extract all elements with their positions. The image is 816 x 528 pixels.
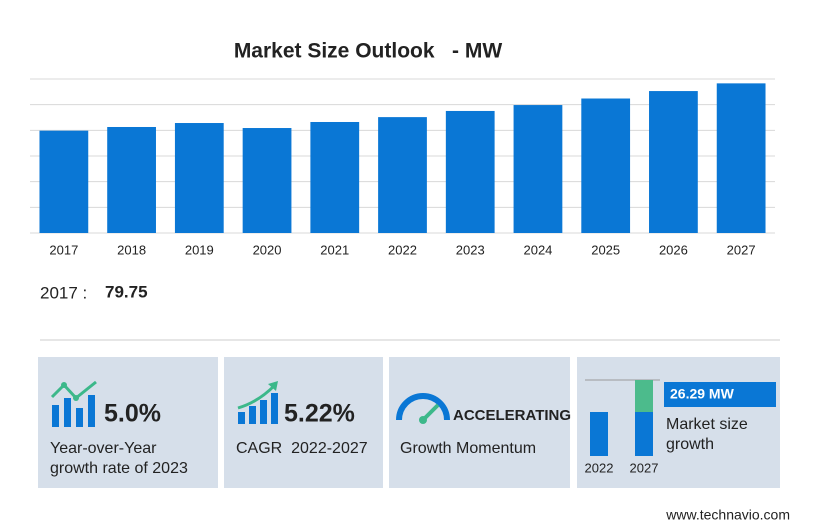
card-label: Growth Momentum — [400, 440, 536, 457]
footer: www.technavio.com — [665, 507, 790, 523]
mini-year: 2027 — [630, 460, 659, 475]
card — [577, 357, 780, 488]
mini-bar — [590, 412, 608, 456]
mini-bar — [635, 412, 653, 456]
bar — [513, 105, 563, 233]
bar — [174, 123, 224, 233]
x-tick-label: 2018 — [117, 242, 146, 257]
card-label: CAGR 2022-2027 — [236, 440, 368, 457]
gauge-icon — [396, 393, 450, 424]
bar — [649, 91, 698, 234]
card-label: Year-over-Year — [50, 440, 157, 457]
card-label: growth rate of 2023 — [50, 460, 188, 477]
bar — [39, 130, 89, 233]
card-label: Market size — [666, 416, 748, 433]
card-value: 5.22% — [284, 400, 355, 428]
growth-icon — [50, 380, 97, 427]
card-value: 5.0% — [104, 400, 161, 428]
x-tick-label: 2021 — [320, 242, 349, 257]
card-value: ACCELERATING — [453, 407, 571, 424]
growth-box — [664, 382, 776, 407]
x-tick-label: 2026 — [659, 242, 688, 257]
x-tick-label: 2020 — [253, 242, 282, 257]
bar — [445, 110, 495, 233]
x-tick-label: 2027 — [727, 242, 756, 257]
x-tick-label: 2024 — [523, 242, 552, 257]
bar — [581, 98, 631, 233]
bar — [716, 83, 766, 233]
card-label: growth — [666, 436, 714, 453]
chart-title: Market Size Outlook - MW — [234, 40, 503, 63]
mini-year: 2022 — [585, 460, 614, 475]
x-tick-label: 2019 — [185, 242, 214, 257]
x-tick-label: 2025 — [591, 242, 620, 257]
x-tick-label: 2023 — [456, 242, 485, 257]
x-tick-label: 2017 — [49, 242, 78, 257]
card-value: 26.29 MW — [670, 386, 735, 402]
bar — [378, 117, 427, 233]
mini-bar-growth — [635, 380, 653, 412]
bar — [310, 121, 360, 233]
card — [389, 357, 570, 488]
highlight-value: 79.75 — [105, 282, 148, 301]
bar — [242, 128, 292, 233]
bar — [107, 126, 156, 233]
highlight-label: 2017 : — [40, 283, 87, 302]
cagr-icon — [237, 381, 278, 424]
x-tick-label: 2022 — [388, 242, 417, 257]
